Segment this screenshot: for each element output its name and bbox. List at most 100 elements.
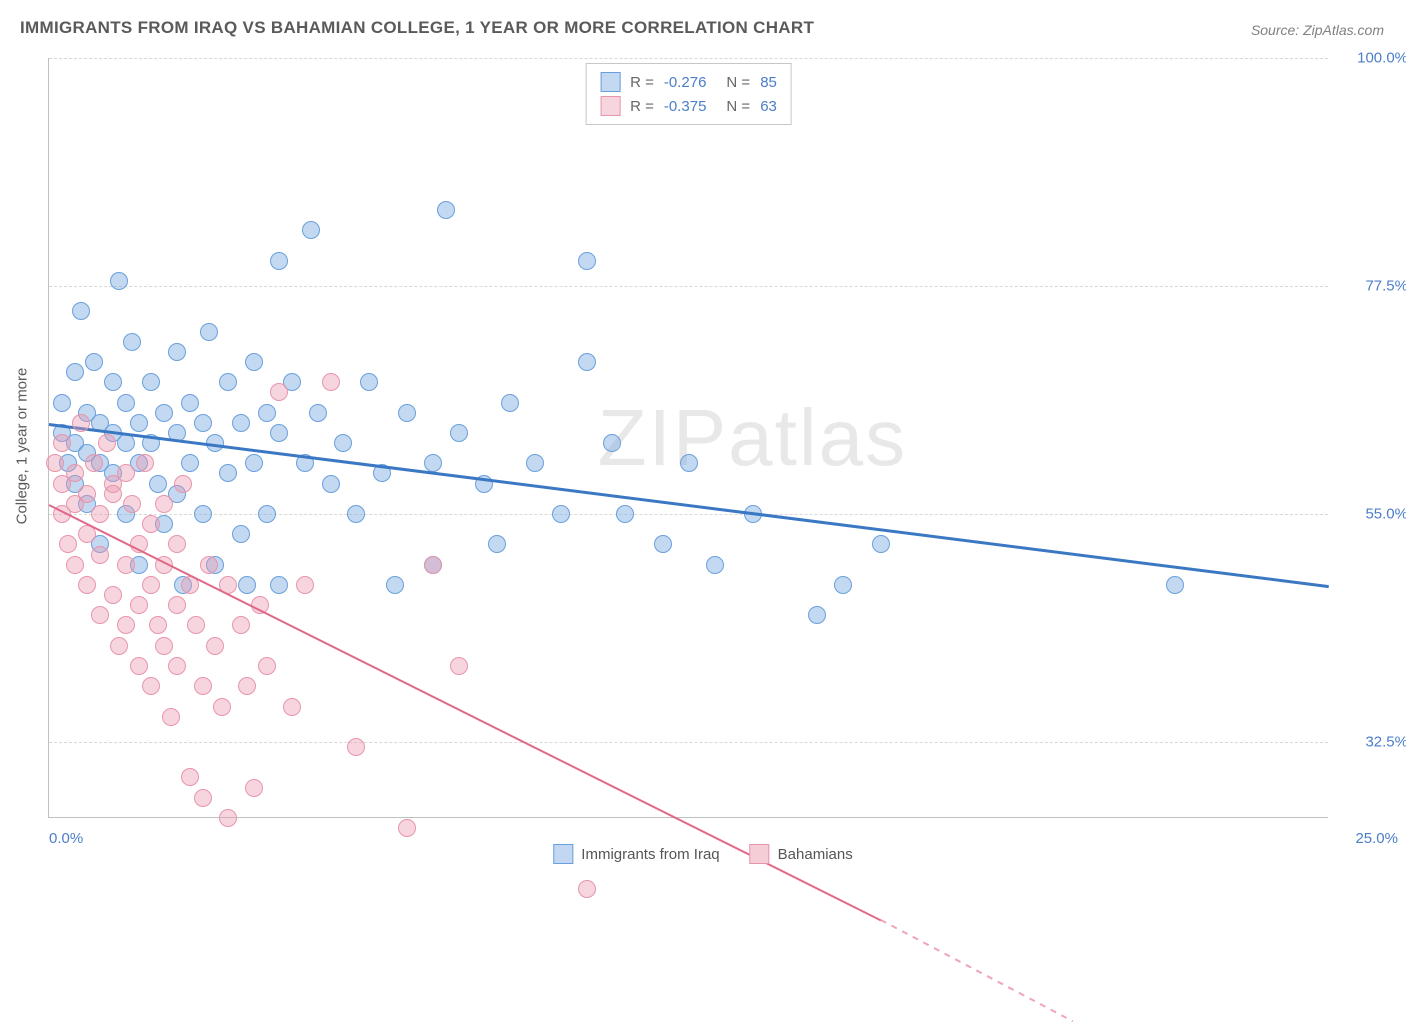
scatter-point [123, 333, 141, 351]
scatter-point [155, 637, 173, 655]
stat-r-value: -0.276 [664, 74, 707, 91]
series-legend: Immigrants from IraqBahamians [553, 844, 852, 864]
scatter-point [219, 809, 237, 827]
plot-area: ZIPatlas R = -0.276N = 85R = -0.375N = 6… [48, 58, 1328, 818]
source-attribution: Source: ZipAtlas.com [1251, 22, 1384, 38]
scatter-point [200, 556, 218, 574]
scatter-point [181, 394, 199, 412]
scatter-point [78, 576, 96, 594]
scatter-point [706, 556, 724, 574]
scatter-point [149, 475, 167, 493]
y-tick-label: 32.5% [1338, 734, 1406, 751]
scatter-point [488, 535, 506, 553]
scatter-point [53, 394, 71, 412]
legend-item: Bahamians [750, 844, 853, 864]
scatter-point [347, 505, 365, 523]
scatter-point [46, 454, 64, 472]
scatter-point [213, 698, 231, 716]
scatter-point [552, 505, 570, 523]
scatter-point [66, 363, 84, 381]
scatter-point [872, 535, 890, 553]
scatter-point [270, 424, 288, 442]
scatter-point [1166, 576, 1184, 594]
scatter-point [245, 353, 263, 371]
scatter-point [603, 434, 621, 452]
scatter-point [187, 616, 205, 634]
scatter-point [98, 434, 116, 452]
scatter-point [91, 546, 109, 564]
scatter-point [808, 606, 826, 624]
scatter-point [232, 525, 250, 543]
legend-swatch [600, 96, 620, 116]
scatter-point [501, 394, 519, 412]
scatter-point [302, 221, 320, 239]
scatter-point [142, 515, 160, 533]
scatter-point [424, 556, 442, 574]
scatter-point [104, 485, 122, 503]
scatter-point [296, 576, 314, 594]
scatter-point [526, 454, 544, 472]
scatter-point [110, 637, 128, 655]
scatter-point [72, 414, 90, 432]
legend-swatch [553, 844, 573, 864]
scatter-point [834, 576, 852, 594]
chart-container: IMMIGRANTS FROM IRAQ VS BAHAMIAN COLLEGE… [0, 0, 1406, 892]
scatter-point [270, 252, 288, 270]
scatter-point [194, 677, 212, 695]
scatter-point [104, 586, 122, 604]
scatter-point [181, 454, 199, 472]
scatter-point [117, 464, 135, 482]
scatter-point [578, 252, 596, 270]
scatter-point [398, 404, 416, 422]
stat-n-label: N = [726, 74, 750, 91]
y-tick-label: 77.5% [1338, 278, 1406, 295]
scatter-point [181, 768, 199, 786]
scatter-point [130, 414, 148, 432]
chart-title: IMMIGRANTS FROM IRAQ VS BAHAMIAN COLLEGE… [20, 18, 814, 38]
scatter-point [578, 353, 596, 371]
scatter-point [66, 556, 84, 574]
scatter-point [219, 373, 237, 391]
scatter-point [258, 505, 276, 523]
scatter-point [85, 454, 103, 472]
scatter-point [78, 485, 96, 503]
scatter-point [258, 404, 276, 422]
trend-line [881, 919, 1074, 1022]
scatter-point [168, 596, 186, 614]
stat-r-label: R = [630, 74, 654, 91]
scatter-point [206, 637, 224, 655]
scatter-point [360, 373, 378, 391]
scatter-point [270, 576, 288, 594]
scatter-point [72, 302, 90, 320]
stat-n-value: 85 [760, 74, 777, 91]
scatter-point [245, 454, 263, 472]
scatter-point [398, 819, 416, 837]
scatter-point [142, 677, 160, 695]
stat-legend-row: R = -0.276 N = 85 [600, 70, 777, 94]
scatter-point [322, 475, 340, 493]
scatter-point [283, 698, 301, 716]
scatter-point [91, 606, 109, 624]
scatter-point [680, 454, 698, 472]
scatter-point [424, 454, 442, 472]
scatter-point [334, 434, 352, 452]
y-tick-label: 55.0% [1338, 506, 1406, 523]
watermark-thin: atlas [728, 393, 907, 482]
scatter-point [258, 657, 276, 675]
scatter-point [450, 657, 468, 675]
stat-legend-row: R = -0.375N = 63 [600, 94, 777, 118]
scatter-point [578, 880, 596, 898]
scatter-point [130, 596, 148, 614]
scatter-point [85, 353, 103, 371]
y-axis-label: College, 1 year or more [14, 368, 31, 525]
scatter-point [347, 738, 365, 756]
scatter-point [194, 505, 212, 523]
scatter-point [245, 779, 263, 797]
scatter-point [450, 424, 468, 442]
scatter-point [437, 201, 455, 219]
y-tick-label: 100.0% [1338, 50, 1406, 67]
x-tick-label: 25.0% [1355, 830, 1398, 847]
scatter-point [155, 495, 173, 513]
stat-r-value: -0.375 [664, 98, 707, 115]
scatter-point [654, 535, 672, 553]
